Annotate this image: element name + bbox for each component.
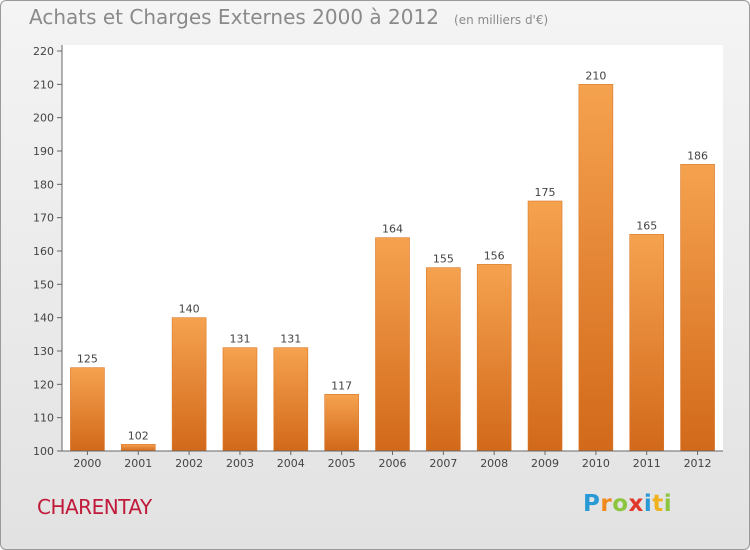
y-tick-label: 120 — [33, 378, 54, 391]
y-tick-label: 180 — [33, 178, 54, 191]
bar-2012 — [680, 164, 715, 452]
value-label-2000: 125 — [77, 353, 98, 366]
x-tick-label-2012: 2012 — [684, 457, 712, 470]
x-tick-label-2009: 2009 — [531, 457, 559, 470]
proxiti-logo: Proxiti — [583, 491, 672, 517]
logo-letter: r — [600, 491, 613, 517]
value-label-2006: 164 — [382, 223, 403, 236]
y-tick-label: 100 — [33, 445, 54, 458]
x-tick-label-2010: 2010 — [582, 457, 610, 470]
y-tick-label: 190 — [33, 145, 54, 158]
x-tick-label-2005: 2005 — [328, 457, 356, 470]
value-label-2005: 117 — [331, 379, 352, 392]
x-tick-label-2004: 2004 — [277, 457, 305, 470]
x-tick-label-2007: 2007 — [429, 457, 457, 470]
value-label-2012: 186 — [687, 149, 708, 162]
bar-2009 — [527, 200, 563, 452]
logo-letter: i — [643, 491, 653, 517]
value-label-2001: 102 — [128, 429, 149, 442]
x-tick-label-2001: 2001 — [124, 457, 152, 470]
value-label-2011: 165 — [636, 219, 657, 232]
y-tick-label: 110 — [33, 412, 54, 425]
title-row: Achats et Charges Externes 2000 à 2012 (… — [29, 5, 548, 29]
y-tick-label: 140 — [33, 312, 54, 325]
logo-letter: P — [583, 491, 601, 517]
value-label-2004: 131 — [280, 333, 301, 346]
chart-title: Achats et Charges Externes 2000 à 2012 — [29, 5, 439, 29]
bar-2008 — [476, 264, 512, 452]
y-tick-label: 150 — [33, 278, 54, 291]
value-label-2010: 210 — [585, 69, 606, 82]
x-tick-label-2002: 2002 — [175, 457, 203, 470]
x-tick-label-2006: 2006 — [379, 457, 407, 470]
value-label-2002: 140 — [179, 303, 200, 316]
y-tick-label: 170 — [33, 212, 54, 225]
bar-2004 — [273, 347, 309, 452]
bar-2006 — [375, 237, 410, 452]
logo-letter: x — [628, 491, 644, 517]
x-tick-label-2008: 2008 — [480, 457, 508, 470]
bar-2010 — [578, 84, 614, 452]
y-tick-label: 200 — [33, 112, 54, 125]
x-tick-label-2011: 2011 — [633, 457, 661, 470]
bar-2000 — [70, 367, 105, 452]
x-tick-label-2000: 2000 — [73, 457, 101, 470]
value-label-2008: 156 — [484, 249, 505, 262]
chart-unit-note: (en milliers d'€) — [454, 13, 549, 27]
value-label-2007: 155 — [433, 253, 454, 266]
logo-letter: i — [663, 491, 673, 517]
y-tick-label: 210 — [33, 78, 54, 91]
value-label-2009: 175 — [535, 186, 556, 199]
y-tick-label: 130 — [33, 345, 54, 358]
place-name: CHARENTAY — [37, 495, 152, 519]
bar-2011 — [629, 234, 665, 452]
logo-letter: t — [652, 491, 664, 517]
bar-2005 — [324, 394, 359, 452]
y-tick-label: 220 — [33, 45, 54, 58]
bar-2001 — [120, 444, 156, 452]
bar-2007 — [426, 267, 461, 452]
logo-letter: o — [612, 491, 629, 517]
y-tick-label: 160 — [33, 245, 54, 258]
value-label-2003: 131 — [229, 333, 250, 346]
bar-2003 — [222, 347, 258, 452]
bar-2002 — [171, 317, 207, 452]
x-tick-label-2003: 2003 — [226, 457, 254, 470]
